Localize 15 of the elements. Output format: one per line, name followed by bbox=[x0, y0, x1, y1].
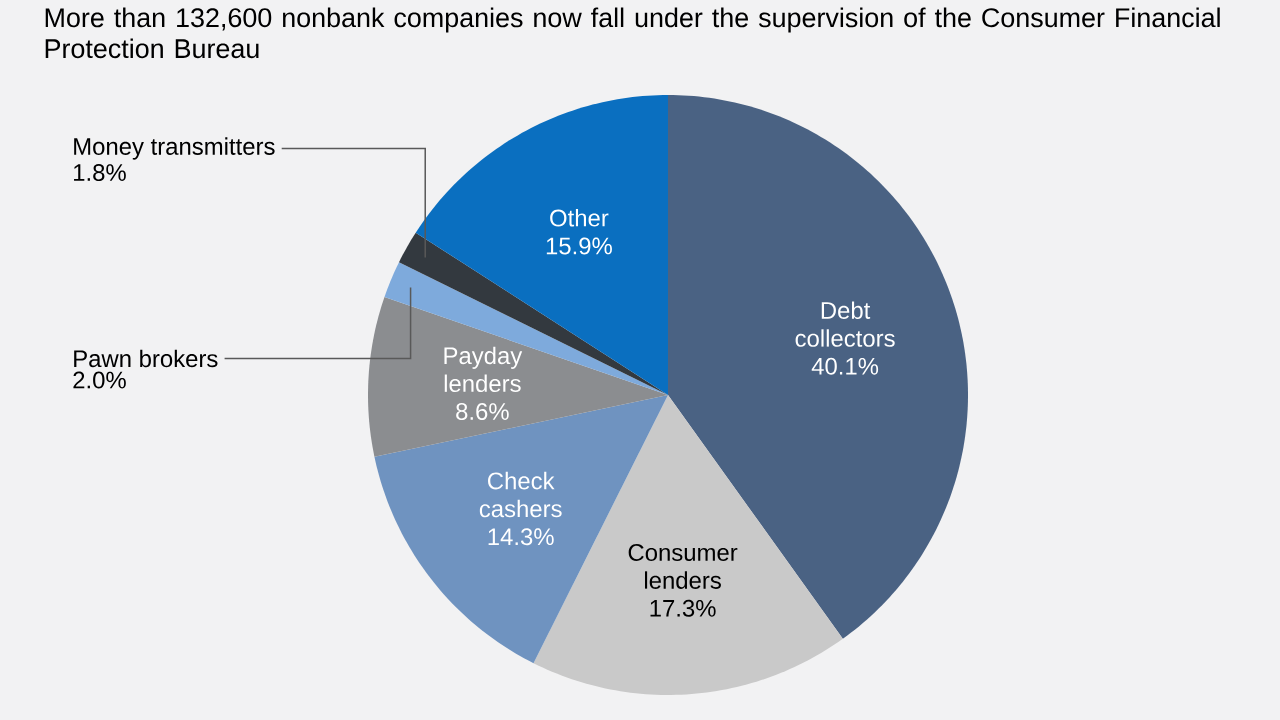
slice-label: Money transmitters bbox=[74, 137, 275, 160]
slice-label: Debt collectors bbox=[795, 301, 895, 347]
data-label: 40.1% bbox=[811, 357, 879, 375]
chart-title: More than 132,600 nonbank companies now fall under the supervision of the Consumer Financial Protection Bureau bbox=[45, 7, 1220, 59]
data-label: 15.9% bbox=[546, 237, 612, 255]
slice-label: Consumer lenders bbox=[628, 544, 738, 589]
data-label: 1.8% bbox=[74, 164, 126, 181]
data-label: 17.3% bbox=[650, 599, 716, 617]
slice-label: Payday lenders bbox=[444, 346, 523, 393]
slice-label: Pawn brokers bbox=[74, 349, 218, 368]
slice-label: Check cashers bbox=[479, 471, 562, 518]
slice-label: Other bbox=[550, 208, 609, 227]
data-label: 14.3% bbox=[488, 528, 554, 546]
data-label: 2.0% bbox=[73, 371, 126, 389]
data-label: 8.6% bbox=[456, 403, 509, 420]
